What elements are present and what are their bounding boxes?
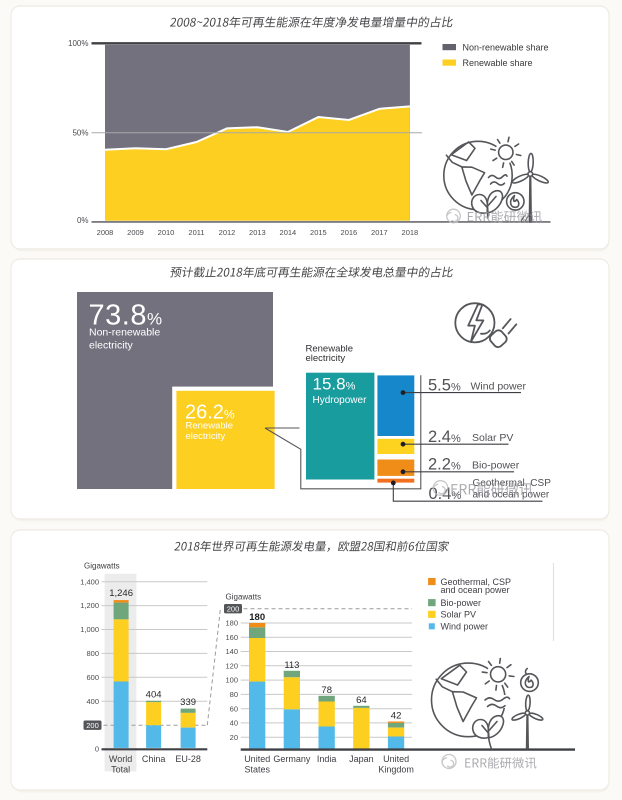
svg-text:Gigawatts: Gigawatts (226, 593, 262, 602)
svg-text:2009: 2009 (127, 228, 144, 237)
svg-text:China: China (142, 754, 166, 764)
svg-text:2014: 2014 (280, 228, 297, 237)
svg-text:United: United (383, 754, 409, 764)
svg-text:2008: 2008 (97, 228, 114, 237)
svg-text:2011: 2011 (188, 228, 204, 237)
svg-text:113: 113 (284, 660, 299, 671)
svg-text:42: 42 (391, 711, 402, 722)
svg-text:2015: 2015 (310, 228, 327, 237)
svg-text:15.8%: 15.8% (313, 375, 356, 394)
svg-text:1,200: 1,200 (80, 601, 99, 610)
svg-text:electricity: electricity (89, 340, 134, 352)
svg-text:339: 339 (180, 697, 196, 708)
svg-text:2.2%: 2.2% (428, 455, 461, 473)
svg-text:States: States (244, 765, 270, 775)
svg-text:electricity: electricity (186, 431, 226, 442)
svg-text:1,246: 1,246 (109, 588, 133, 599)
svg-text:2018: 2018 (402, 228, 419, 237)
svg-text:50%: 50% (72, 128, 88, 137)
svg-text:Kingdom: Kingdom (378, 765, 414, 775)
svg-text:26.2%: 26.2% (185, 402, 235, 424)
svg-text:Bio-power: Bio-power (441, 598, 482, 608)
svg-text:100: 100 (225, 676, 238, 685)
svg-text:Geothermal, CSP: Geothermal, CSP (473, 478, 552, 489)
svg-text:and ocean power: and ocean power (473, 489, 550, 500)
svg-text:160: 160 (225, 633, 238, 642)
svg-text:200: 200 (227, 604, 240, 613)
svg-text:64: 64 (356, 695, 367, 706)
svg-text:Renewable: Renewable (306, 344, 354, 355)
svg-text:180: 180 (225, 619, 238, 628)
svg-text:Solar PV: Solar PV (472, 432, 513, 444)
svg-text:5.5%: 5.5% (428, 376, 461, 394)
svg-text:2016: 2016 (341, 228, 358, 237)
svg-text:Germany: Germany (273, 754, 311, 764)
svg-text:and ocean power: and ocean power (441, 585, 510, 595)
svg-text:United: United (244, 754, 270, 764)
svg-text:40: 40 (230, 719, 238, 728)
svg-text:200: 200 (86, 721, 99, 730)
svg-text:20: 20 (230, 733, 238, 742)
svg-text:Total: Total (111, 765, 130, 775)
svg-text:Bio-power: Bio-power (472, 459, 520, 471)
svg-text:2013: 2013 (249, 228, 266, 237)
svg-text:World: World (109, 754, 132, 764)
svg-text:120: 120 (225, 661, 238, 670)
svg-text:60: 60 (230, 704, 238, 713)
svg-text:400: 400 (86, 697, 99, 706)
svg-text:Gigawatts: Gigawatts (84, 562, 120, 571)
svg-text:EU-28: EU-28 (175, 754, 201, 764)
svg-text:78: 78 (321, 685, 332, 696)
svg-text:India: India (317, 754, 337, 764)
svg-text:1,000: 1,000 (80, 625, 99, 634)
svg-text:140: 140 (225, 647, 238, 656)
svg-text:Solar PV: Solar PV (441, 610, 477, 620)
svg-text:Wind power: Wind power (471, 380, 527, 392)
svg-text:Non-renewable: Non-renewable (89, 327, 160, 339)
svg-text:Renewable: Renewable (186, 421, 234, 432)
svg-text:600: 600 (86, 673, 99, 682)
svg-text:Non-renewable share: Non-renewable share (463, 42, 549, 52)
svg-text:80: 80 (230, 690, 238, 699)
svg-text:0: 0 (95, 745, 99, 754)
svg-text:Hydropower: Hydropower (313, 395, 368, 406)
svg-text:Renewable share: Renewable share (463, 58, 533, 68)
svg-text:180: 180 (249, 612, 265, 623)
svg-text:Wind power: Wind power (441, 621, 489, 631)
svg-text:100%: 100% (68, 39, 88, 48)
svg-text:2010: 2010 (158, 228, 175, 237)
svg-text:electricity: electricity (306, 353, 346, 364)
svg-text:Geothermal, CSP: Geothermal, CSP (441, 577, 512, 587)
svg-text:1,400: 1,400 (80, 577, 99, 586)
svg-text:2012: 2012 (219, 228, 236, 237)
svg-text:800: 800 (86, 649, 99, 658)
svg-text:0%: 0% (77, 216, 89, 225)
svg-text:2017: 2017 (371, 228, 388, 237)
svg-text:Japan: Japan (349, 754, 374, 764)
svg-text:2.4%: 2.4% (428, 428, 461, 446)
svg-text:404: 404 (146, 690, 162, 701)
